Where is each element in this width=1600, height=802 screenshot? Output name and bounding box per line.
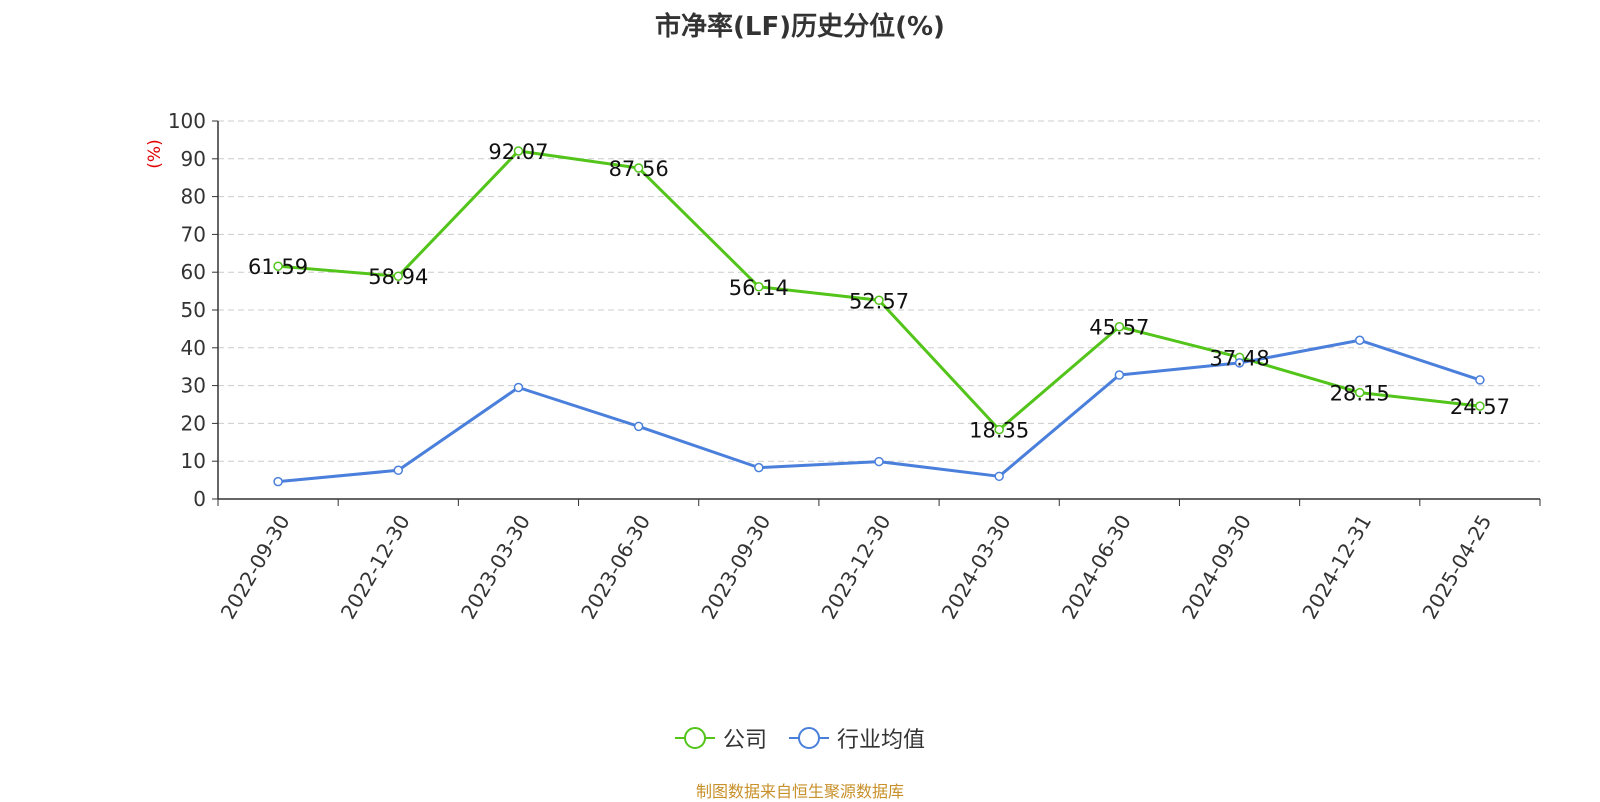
y-tick-label: 50 — [181, 298, 206, 322]
x-tick-label: 2022-09-30 — [216, 511, 295, 624]
x-tick-label: 2024-06-30 — [1057, 511, 1136, 624]
y-axis-unit-label: (%) — [145, 139, 165, 168]
data-label: 45.57 — [1089, 316, 1149, 340]
data-label: 24.57 — [1450, 395, 1510, 419]
data-point-company[interactable] — [994, 424, 1004, 435]
data-point-company[interactable] — [273, 261, 283, 271]
data-point-company[interactable] — [754, 282, 764, 292]
data-label: 87.56 — [609, 157, 669, 181]
data-point-industry[interactable] — [1354, 335, 1365, 345]
data-point-company[interactable] — [393, 271, 404, 281]
data-label: 56.14 — [729, 276, 789, 300]
data-label: 28.15 — [1330, 382, 1390, 406]
y-tick-label: 20 — [181, 411, 206, 435]
legend: 公司 行业均值 — [0, 722, 1600, 754]
data-label: 18.35 — [969, 419, 1029, 443]
data-point-industry[interactable] — [633, 421, 644, 432]
x-tick-label: 2023-03-30 — [456, 511, 535, 624]
x-tick-label: 2024-12-31 — [1297, 511, 1376, 624]
y-tick-label: 60 — [181, 260, 206, 284]
chart-title: 市净率(LF)历史分位(%) — [655, 12, 945, 42]
grid-lines — [218, 120, 1540, 462]
legend-company-marker-icon — [674, 727, 715, 749]
data-point-company[interactable] — [513, 146, 524, 156]
y-tick-label: 40 — [181, 336, 206, 360]
data-point-industry[interactable] — [273, 476, 283, 487]
y-tick-label: 30 — [181, 374, 206, 398]
legend-industry-label: 行业均值 — [837, 728, 926, 753]
data-point-industry[interactable] — [1475, 375, 1485, 385]
legend-item-industry[interactable]: 行业均值 — [789, 722, 925, 754]
data-point-company[interactable] — [1114, 321, 1125, 332]
y-tick-label: 80 — [181, 185, 206, 209]
x-tick-label: 2023-06-30 — [576, 511, 655, 624]
data-point-industry[interactable] — [754, 462, 764, 473]
data-label: 37.48 — [1209, 346, 1269, 370]
data-point-company[interactable] — [1354, 387, 1365, 398]
data-point-industry[interactable] — [393, 465, 404, 476]
data-point-company[interactable] — [633, 163, 644, 173]
data-point-industry[interactable] — [874, 456, 884, 467]
y-tick-label: 70 — [181, 222, 206, 246]
axes: 0 10 20 30 40 50 60 70 80 90 100 2022-09-30 2022-12-… — [168, 109, 1541, 624]
legend-company-label: 公司 — [722, 728, 767, 753]
legend-industry-marker-icon — [789, 727, 829, 749]
data-label: 52.57 — [849, 289, 909, 313]
data-point-industry[interactable] — [1114, 370, 1125, 380]
series — [273, 146, 1485, 487]
y-tick-label: 90 — [181, 147, 206, 171]
x-tick-label: 2024-03-30 — [937, 511, 1016, 624]
data-point-company[interactable] — [874, 295, 884, 306]
y-tick-label: 100 — [168, 109, 206, 133]
data-point-company[interactable] — [1475, 401, 1485, 411]
data-point-industry[interactable] — [1234, 358, 1245, 368]
data-label: 58.94 — [368, 265, 428, 289]
legend-item-company[interactable]: 公司 — [674, 722, 767, 754]
y-tick-label: 10 — [181, 449, 206, 473]
data-source-note: 制图数据来自恒生聚源数据库 — [695, 782, 904, 801]
x-tick-label: 2023-09-30 — [696, 511, 775, 624]
x-tick-label: 2025-04-25 — [1417, 511, 1496, 624]
x-tick-label: 2023-12-30 — [817, 511, 896, 624]
x-tick-label: 2022-12-30 — [336, 510, 415, 623]
data-point-industry[interactable] — [513, 382, 524, 393]
data-label: 61.59 — [248, 255, 308, 279]
data-point-industry[interactable] — [994, 471, 1004, 482]
data-labels: 61.59 58.94 92.07 87.56 56.14 52.57 18.35 45.57… — [248, 140, 1510, 443]
y-tick-label: 0 — [193, 487, 206, 511]
data-label: 92.07 — [488, 140, 548, 164]
x-tick-label: 2024-09-30 — [1177, 511, 1256, 624]
